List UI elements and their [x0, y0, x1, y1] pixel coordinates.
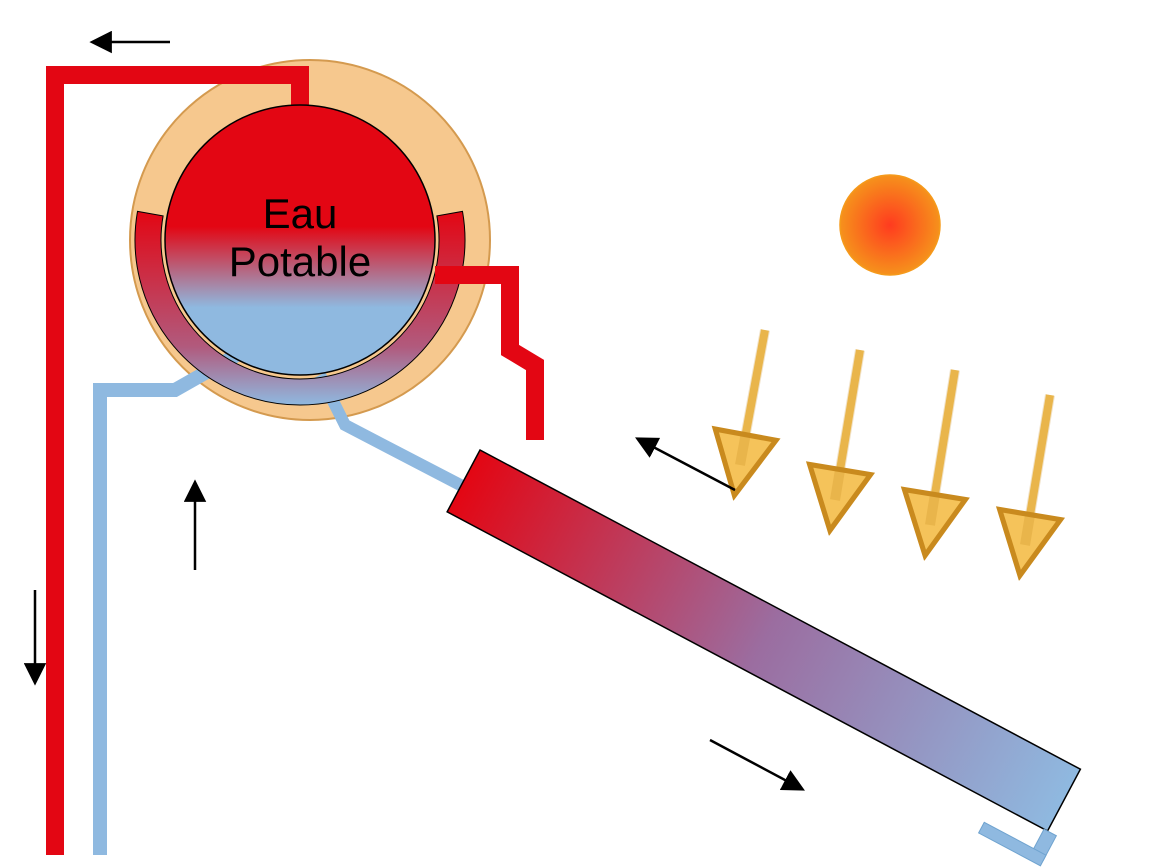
solar-collector — [431, 450, 1089, 866]
coll-cold-arrow — [710, 740, 800, 788]
cold-inlet-pipe — [100, 352, 242, 855]
coll-hot-arrow — [640, 440, 735, 490]
sun-icon — [840, 175, 940, 275]
tank-label-line2: Potable — [229, 238, 371, 285]
tank-label-line1: Eau — [263, 190, 338, 237]
